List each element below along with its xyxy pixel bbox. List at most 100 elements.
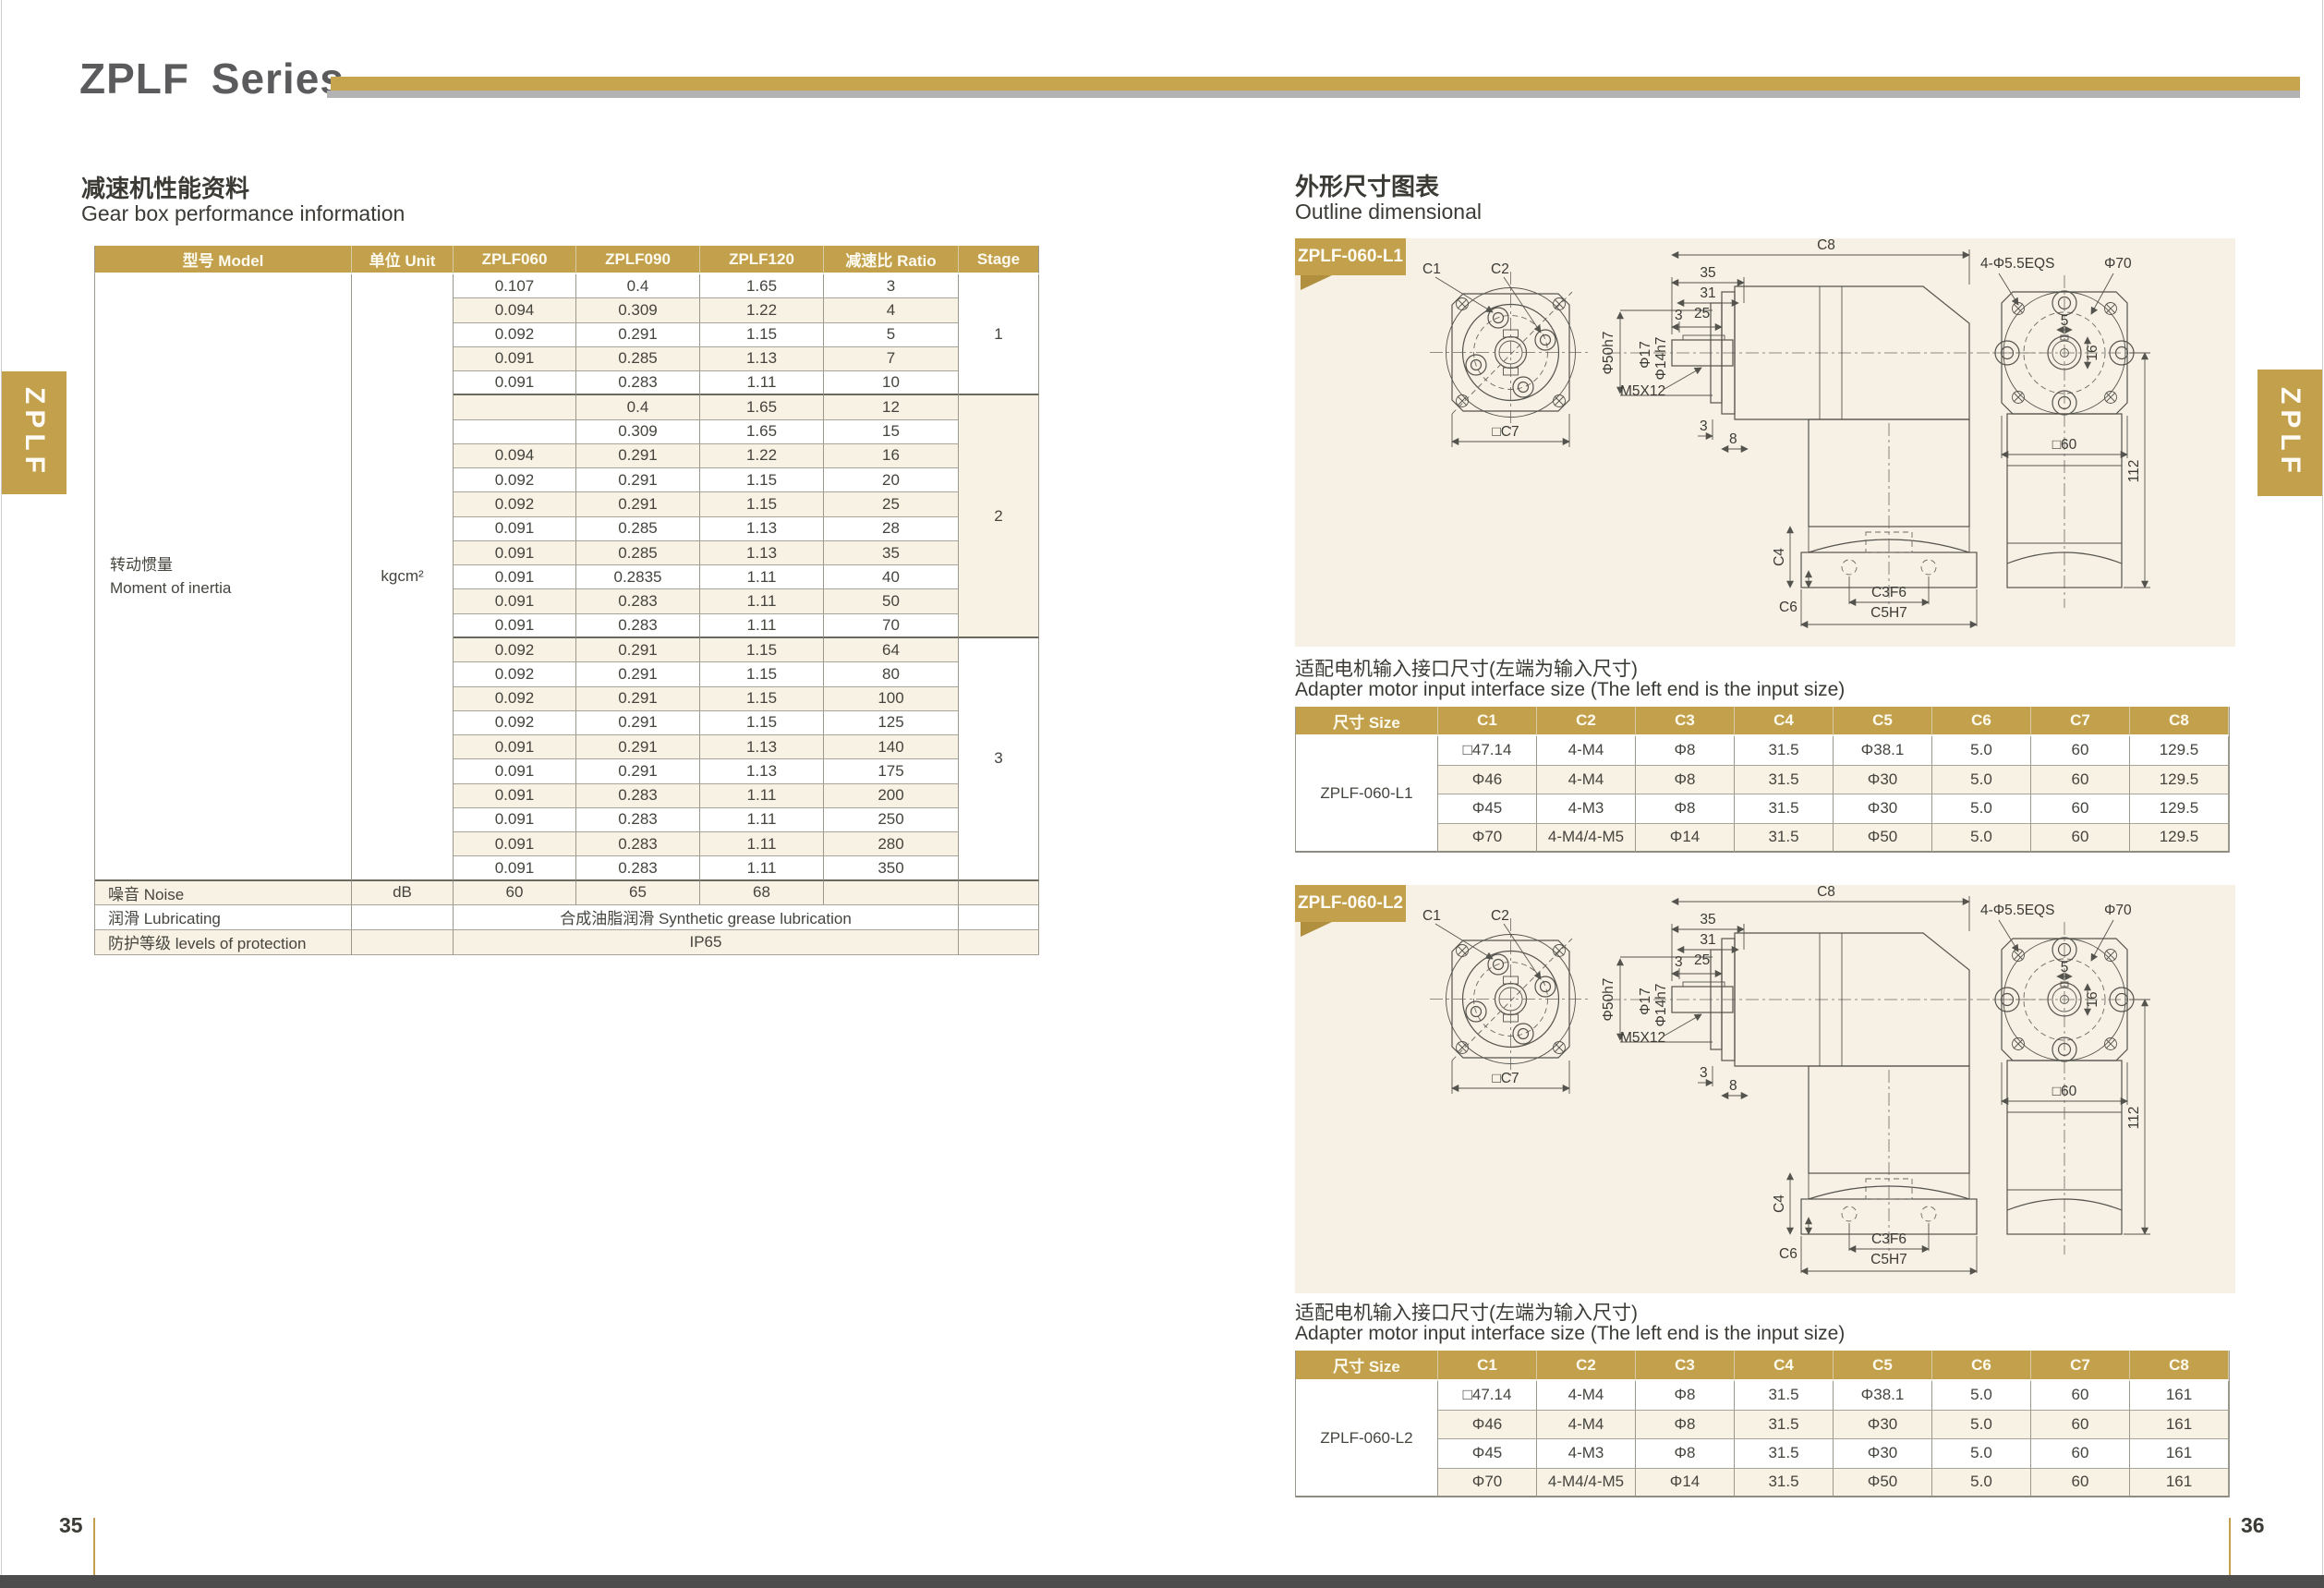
noise-value-zplf120: 68 bbox=[700, 880, 824, 905]
cell-zplf090: 0.291 bbox=[576, 759, 700, 784]
cell-zplf090: 0.283 bbox=[576, 783, 700, 808]
cell-ratio: 350 bbox=[824, 856, 959, 881]
cell-ratio: 200 bbox=[824, 783, 959, 808]
section-title-en-outline: Outline dimensional bbox=[1295, 200, 1483, 224]
side-tab-zplf-right: ZPLF bbox=[2257, 370, 2322, 496]
title-underline-gray bbox=[327, 91, 2300, 98]
cell-ratio: 70 bbox=[824, 613, 959, 638]
cell-ratio: 250 bbox=[824, 807, 959, 833]
cell-zplf120: 1.65 bbox=[700, 274, 824, 299]
footer-bar bbox=[0, 1575, 2324, 1588]
cell-c5: Φ30 bbox=[1834, 794, 1932, 824]
panel-tab-zplf-060-l1: ZPLF-060-L1 bbox=[1295, 238, 1406, 275]
cell-zplf120: 1.11 bbox=[700, 371, 824, 396]
cell-c8: 129.5 bbox=[2130, 794, 2229, 824]
adapter-model-cell: ZPLF-060-L1 bbox=[1296, 736, 1438, 853]
cell-zplf060: 0.092 bbox=[454, 492, 576, 517]
cell-c1: Φ70 bbox=[1438, 823, 1537, 853]
cell-zplf120: 1.13 bbox=[700, 735, 824, 760]
cell-c3: Φ14 bbox=[1636, 1468, 1735, 1497]
cell-ratio: 7 bbox=[824, 346, 959, 372]
adapter-table-header-cell: C7 bbox=[2031, 707, 2130, 736]
cell-c5: Φ38.1 bbox=[1834, 736, 1932, 766]
stage-3-cell: 3 bbox=[959, 637, 1039, 881]
cell-zplf090: 0.285 bbox=[576, 516, 700, 541]
cell-zplf090: 0.291 bbox=[576, 710, 700, 736]
cell-zplf120: 1.15 bbox=[700, 686, 824, 711]
side-tab-zplf-left: ZPLF bbox=[2, 371, 67, 494]
adapter-note-cn-2: 适配电机输入接口尺寸(左端为输入尺寸) bbox=[1295, 1303, 1638, 1324]
cell-c7: 60 bbox=[2031, 1381, 2130, 1411]
panel-tab-zplf-060-l2: ZPLF-060-L2 bbox=[1295, 885, 1406, 922]
adapter-note-en-2: Adapter motor input interface size (The … bbox=[1295, 1323, 1846, 1344]
lubricating-value-cell: 合成油脂润滑 Synthetic grease lubrication bbox=[454, 904, 959, 930]
cell-c8: 161 bbox=[2130, 1468, 2229, 1497]
cell-zplf090: 0.283 bbox=[576, 371, 700, 396]
cell-ratio: 4 bbox=[824, 298, 959, 323]
cell-zplf060: 0.094 bbox=[454, 443, 576, 469]
cell-c5: Φ50 bbox=[1834, 823, 1932, 853]
cell-zplf090: 0.2835 bbox=[576, 565, 700, 590]
cell-zplf120: 1.22 bbox=[700, 298, 824, 323]
cell-ratio: 280 bbox=[824, 832, 959, 857]
cell-c2: 4-M4/4-M5 bbox=[1537, 1468, 1636, 1497]
noise-value-zplf060: 60 bbox=[454, 880, 576, 905]
outline-drawing-l2 bbox=[1295, 885, 2235, 1293]
cell-c5: Φ30 bbox=[1834, 765, 1932, 794]
adapter-table-header-cell: C1 bbox=[1438, 707, 1537, 736]
cell-zplf120: 1.11 bbox=[700, 832, 824, 857]
cell-zplf060: 0.094 bbox=[454, 298, 576, 323]
cell-c8: 129.5 bbox=[2130, 736, 2229, 766]
adapter-table-header-cell: C2 bbox=[1537, 1351, 1636, 1381]
cell-zplf120: 1.65 bbox=[700, 419, 824, 444]
cell-zplf120: 1.15 bbox=[700, 710, 824, 736]
page-number-right: 36 bbox=[2241, 1513, 2265, 1537]
adapter-table-header-cell: C4 bbox=[1735, 1351, 1834, 1381]
cell-zplf120: 1.11 bbox=[700, 807, 824, 833]
performance-table-header-cell: ZPLF060 bbox=[454, 246, 576, 274]
cell-c1: Φ70 bbox=[1438, 1468, 1537, 1497]
page-number-left: 35 bbox=[59, 1513, 83, 1537]
cell-zplf060: 0.091 bbox=[454, 856, 576, 881]
cell-c5: Φ38.1 bbox=[1834, 1381, 1932, 1411]
cell-zplf060: 0.092 bbox=[454, 468, 576, 493]
cell-c4: 31.5 bbox=[1735, 765, 1834, 794]
cell-zplf060: 0.091 bbox=[454, 613, 576, 638]
cell-zplf120: 1.11 bbox=[700, 783, 824, 808]
protection-unit-empty-cell bbox=[352, 929, 454, 955]
cell-ratio: 10 bbox=[824, 371, 959, 396]
cell-c8: 161 bbox=[2130, 1410, 2229, 1439]
cell-c3: Φ14 bbox=[1636, 823, 1735, 853]
cell-zplf060: 0.091 bbox=[454, 516, 576, 541]
cell-zplf090: 0.283 bbox=[576, 613, 700, 638]
cell-c6: 5.0 bbox=[1932, 823, 2031, 853]
cell-zplf060 bbox=[454, 395, 576, 420]
cell-zplf090: 0.291 bbox=[576, 637, 700, 663]
adapter-table-header-cell: C5 bbox=[1834, 707, 1932, 736]
cell-zplf090: 0.283 bbox=[576, 856, 700, 881]
cell-ratio: 40 bbox=[824, 565, 959, 590]
cell-zplf060: 0.092 bbox=[454, 637, 576, 663]
cell-ratio: 20 bbox=[824, 468, 959, 493]
cell-c3: Φ8 bbox=[1636, 765, 1735, 794]
cell-zplf090: 0.283 bbox=[576, 807, 700, 833]
protection-stage-empty-cell bbox=[959, 929, 1039, 955]
noise-stage-empty-cell bbox=[959, 880, 1039, 905]
performance-table-header-cell: 单位 Unit bbox=[352, 246, 454, 274]
cell-ratio: 175 bbox=[824, 759, 959, 784]
cell-c7: 60 bbox=[2031, 1439, 2130, 1469]
cell-zplf120: 1.15 bbox=[700, 637, 824, 663]
cell-c3: Φ8 bbox=[1636, 1410, 1735, 1439]
cell-c8: 129.5 bbox=[2130, 823, 2229, 853]
cell-zplf060: 0.092 bbox=[454, 686, 576, 711]
inertia-label-en: Moment of inertia bbox=[110, 579, 232, 598]
cell-ratio: 28 bbox=[824, 516, 959, 541]
cell-c7: 60 bbox=[2031, 765, 2130, 794]
cell-zplf120: 1.65 bbox=[700, 395, 824, 420]
cell-zplf060: 0.091 bbox=[454, 832, 576, 857]
cell-zplf120: 1.13 bbox=[700, 540, 824, 566]
cell-zplf090: 0.309 bbox=[576, 419, 700, 444]
cell-c7: 60 bbox=[2031, 823, 2130, 853]
panel-tab-notch bbox=[1301, 922, 1332, 937]
